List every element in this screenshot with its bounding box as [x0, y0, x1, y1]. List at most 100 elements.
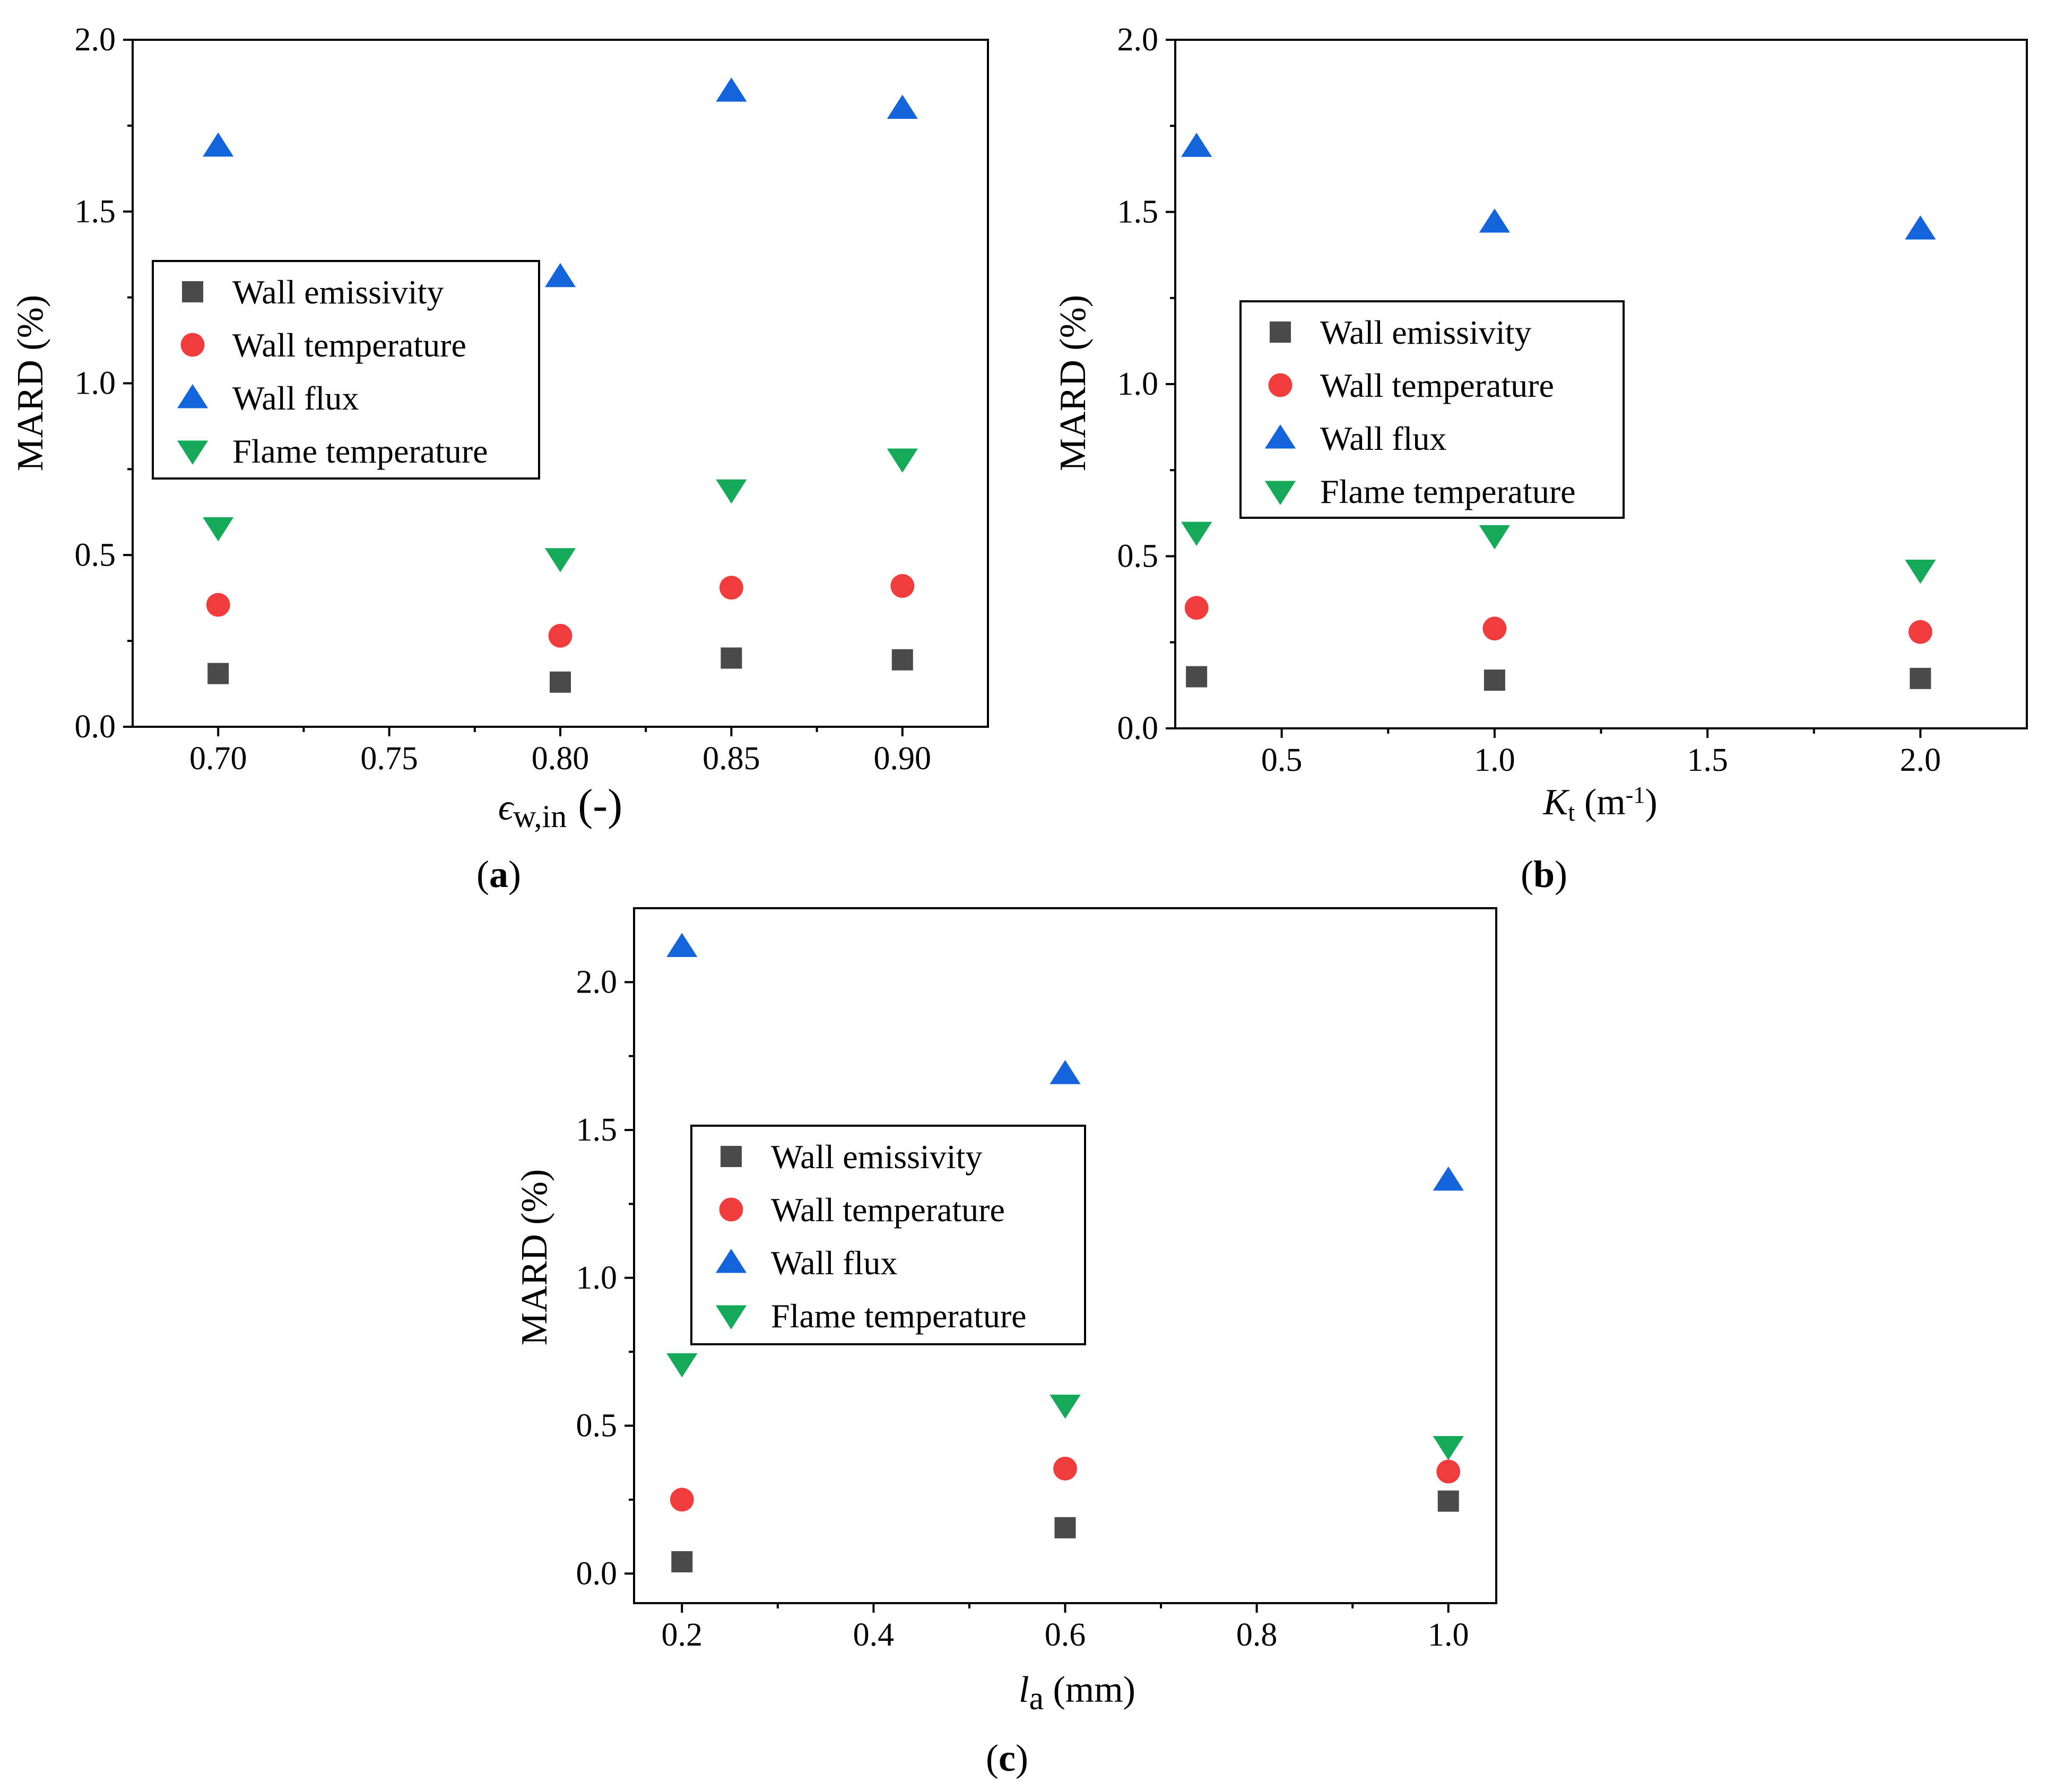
panel-label-c: (c) — [986, 1737, 1028, 1779]
legend-marker-a-wall-flux — [177, 384, 209, 408]
y-axis-title-b: MARD (%) — [1053, 295, 1094, 471]
point-a-flame-temperature-0 — [203, 517, 234, 542]
x-axis-title-b-sup: -1 — [1626, 782, 1645, 808]
y-tick-label-c-3: 1.5 — [576, 1112, 618, 1148]
point-a-wall-temperature-0 — [206, 593, 230, 617]
chart-panel-a: 0.70 0.75 0.80 0.85 0.90 0.0 0.5 1.0 1.5 2.0 Wall… — [10, 22, 989, 895]
point-a-wall-emissivity-2 — [721, 647, 742, 669]
legend-entries-b: Wall emissivity Wall temperature Wall flux… — [1264, 314, 1576, 510]
legend-label-c-wall-flux: Wall flux — [771, 1244, 897, 1282]
point-c-wall-emissivity-2 — [1437, 1490, 1459, 1512]
legend-entries-a: Wall emissivity Wall temperature Wall flux… — [177, 273, 488, 470]
legend-label-c-wall-emissivity: Wall emissivity — [771, 1138, 982, 1176]
point-b-flame-temperature-0 — [1181, 521, 1212, 546]
x-axis-title-a: ϵw,in (-) — [498, 780, 622, 834]
point-b-wall-temperature-0 — [1184, 596, 1209, 620]
legend-label-a-wall-flux: Wall flux — [232, 379, 359, 417]
panel-label-a: (a) — [476, 853, 521, 895]
legend-marker-a-flame-temperature — [177, 440, 209, 465]
point-c-flame-temperature-0 — [666, 1353, 698, 1378]
y-tick-label-a-1: 0.5 — [75, 537, 116, 573]
legend-a: Wall emissivity Wall temperature Wall flux… — [152, 260, 540, 480]
legend-label-a-wall-emissivity: Wall emissivity — [232, 273, 444, 311]
legend-marker-b-wall-flux — [1264, 424, 1296, 449]
point-c-wall-flux-1 — [1049, 1060, 1081, 1084]
legend-label-b-wall-temperature: Wall temperature — [1320, 367, 1554, 404]
legend-marker-c-wall-temperature — [719, 1197, 743, 1222]
point-b-wall-emissivity-2 — [1910, 667, 1931, 689]
point-b-wall-flux-2 — [1905, 215, 1936, 240]
point-a-wall-temperature-1 — [548, 624, 573, 648]
point-b-wall-flux-1 — [1479, 208, 1510, 233]
point-c-wall-temperature-1 — [1053, 1456, 1077, 1481]
y-tick-label-c-2: 1.0 — [576, 1260, 618, 1296]
legend-label-b-wall-emissivity: Wall emissivity — [1320, 314, 1531, 351]
x-axis-title-b-end: ) — [1645, 782, 1657, 823]
legend-label-c-wall-temperature: Wall temperature — [771, 1191, 1005, 1229]
point-b-wall-temperature-1 — [1482, 616, 1507, 641]
point-a-wall-emissivity-1 — [550, 671, 571, 693]
x-tick-label-b-1: 1.0 — [1474, 742, 1515, 778]
marks-b: 0.5 1.0 1.5 2.0 0.0 0.5 1.0 1.5 2.0 — [1117, 22, 1941, 778]
point-a-wall-temperature-2 — [719, 576, 743, 600]
point-c-wall-temperature-2 — [1436, 1459, 1461, 1484]
x-tick-label-b-2: 1.5 — [1687, 742, 1728, 778]
point-a-wall-flux-1 — [544, 263, 576, 288]
legend-c: Wall emissivity Wall temperature Wall flux… — [690, 1125, 1086, 1345]
legend-marker-c-wall-flux — [715, 1249, 747, 1273]
point-b-flame-temperature-1 — [1479, 525, 1510, 550]
point-b-wall-flux-0 — [1181, 133, 1212, 157]
x-axis-title-a-symbol: ϵ — [498, 787, 515, 828]
x-axis-title-b-sub: t — [1568, 798, 1575, 827]
legend-marker-a-wall-temperature — [180, 333, 205, 357]
legend-marker-b-wall-temperature — [1268, 373, 1293, 397]
x-tick-label-a-4: 0.90 — [874, 741, 932, 777]
y-tick-label-b-4: 2.0 — [1117, 22, 1159, 58]
legend-b: Wall emissivity Wall temperature Wall flux… — [1239, 300, 1625, 519]
x-tick-label-b-3: 2.0 — [1900, 742, 1941, 778]
point-a-flame-temperature-2 — [716, 479, 747, 504]
point-c-flame-temperature-2 — [1433, 1436, 1464, 1460]
point-a-wall-flux-3 — [887, 94, 918, 119]
legend-box-b — [1239, 300, 1625, 519]
chart-panel-b: 0.5 1.0 1.5 2.0 0.0 0.5 1.0 1.5 2.0 Wall emissiv… — [1053, 22, 2028, 895]
point-a-wall-flux-0 — [203, 132, 234, 157]
point-b-wall-emissivity-1 — [1484, 669, 1505, 691]
y-tick-label-c-0: 0.0 — [576, 1555, 618, 1591]
legend-label-c-flame-temperature: Flame temperature — [771, 1297, 1027, 1335]
legend-label-a-flame-temperature: Flame temperature — [232, 432, 488, 470]
x-tick-label-c-2: 0.6 — [1045, 1617, 1086, 1653]
point-c-wall-temperature-0 — [670, 1487, 694, 1512]
x-tick-label-b-0: 0.5 — [1261, 742, 1303, 778]
point-c-wall-flux-0 — [666, 933, 698, 957]
plot-frame-b — [1174, 39, 2028, 729]
y-tick-label-a-3: 1.5 — [75, 194, 116, 230]
legend-label-b-wall-flux: Wall flux — [1320, 420, 1446, 457]
point-a-wall-temperature-3 — [890, 574, 915, 598]
x-axis-title-c: la (mm) — [1019, 1669, 1135, 1717]
legend-box-c — [690, 1125, 1086, 1345]
y-axis-title-a: MARD (%) — [10, 295, 51, 471]
y-tick-label-a-0: 0.0 — [75, 709, 116, 745]
point-b-flame-temperature-2 — [1905, 559, 1936, 584]
x-axis-title-b: Kt (m-1) — [1542, 782, 1657, 827]
y-tick-label-b-3: 1.5 — [1117, 194, 1159, 230]
y-axis-title-c: MARD (%) — [514, 1169, 555, 1345]
point-c-wall-flux-2 — [1433, 1166, 1464, 1191]
point-c-wall-emissivity-0 — [671, 1551, 693, 1572]
x-tick-label-a-0: 0.70 — [189, 741, 247, 777]
y-tick-label-a-2: 1.0 — [75, 366, 116, 402]
chart-panel-c: 0.2 0.4 0.6 0.8 1.0 0.0 0.5 1.0 1.5 2.0 Wall emis… — [514, 907, 1497, 1779]
y-tick-label-a-4: 2.0 — [75, 22, 116, 58]
x-axis-title-c-rest: (mm) — [1044, 1669, 1135, 1710]
legend-marker-c-wall-emissivity — [721, 1146, 742, 1167]
y-tick-label-b-1: 0.5 — [1117, 538, 1159, 575]
x-axis-title-c-sub: a — [1029, 1681, 1044, 1717]
y-tick-label-b-2: 1.0 — [1117, 366, 1159, 402]
y-tick-label-c-4: 2.0 — [576, 964, 618, 1000]
x-tick-label-c-1: 0.4 — [853, 1617, 895, 1653]
legend-label-b-flame-temperature: Flame temperature — [1320, 473, 1576, 510]
x-axis-title-b-rest: (m — [1575, 782, 1625, 823]
legend-marker-b-wall-emissivity — [1270, 321, 1291, 343]
